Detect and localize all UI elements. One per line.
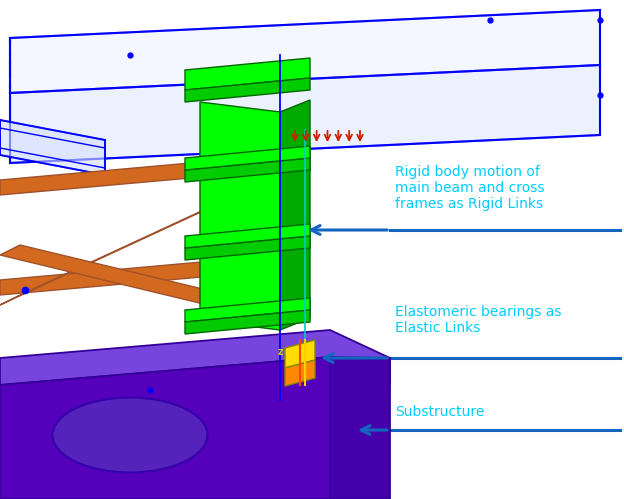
Polygon shape — [185, 236, 310, 260]
Polygon shape — [185, 310, 310, 334]
Polygon shape — [285, 340, 315, 368]
Polygon shape — [0, 155, 280, 195]
Polygon shape — [10, 65, 600, 163]
Text: Rigid body motion of
main beam and cross
frames as Rigid Links: Rigid body motion of main beam and cross… — [395, 165, 545, 212]
Polygon shape — [185, 146, 310, 170]
Polygon shape — [185, 224, 310, 248]
Polygon shape — [0, 120, 105, 175]
Polygon shape — [10, 10, 600, 93]
Polygon shape — [280, 100, 310, 330]
Polygon shape — [0, 357, 330, 499]
Polygon shape — [200, 102, 280, 330]
Polygon shape — [185, 298, 310, 322]
Polygon shape — [285, 360, 315, 386]
Text: Substructure: Substructure — [395, 405, 484, 419]
Polygon shape — [185, 58, 310, 90]
Polygon shape — [0, 170, 290, 305]
Polygon shape — [185, 78, 310, 102]
Polygon shape — [0, 245, 290, 320]
Text: Elastomeric bearings as
Elastic Links: Elastomeric bearings as Elastic Links — [395, 305, 562, 335]
Text: z: z — [278, 347, 284, 357]
Ellipse shape — [52, 398, 208, 473]
Polygon shape — [0, 255, 280, 295]
Polygon shape — [330, 357, 390, 499]
Polygon shape — [0, 330, 390, 385]
Polygon shape — [185, 158, 310, 182]
